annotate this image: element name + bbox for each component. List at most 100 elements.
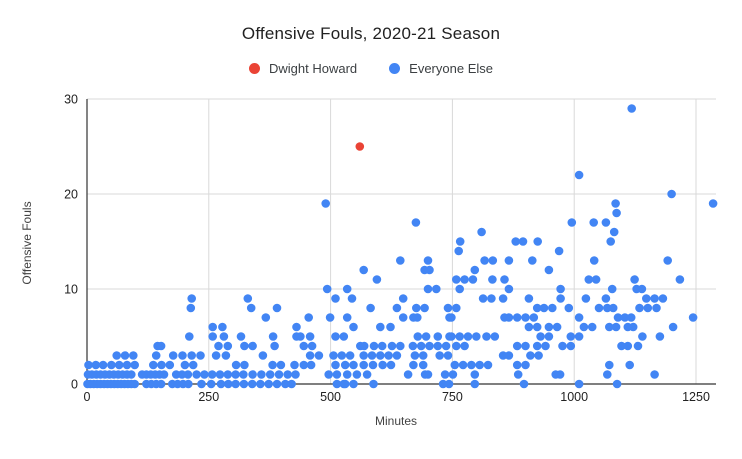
- data-point-everyone-else[interactable]: [156, 341, 166, 351]
- data-point-everyone-else[interactable]: [265, 370, 275, 379]
- data-point-everyone-else[interactable]: [107, 360, 116, 370]
- data-point-everyone-else[interactable]: [384, 351, 393, 360]
- data-point-everyone-else[interactable]: [512, 313, 522, 322]
- data-point-everyone-else[interactable]: [264, 379, 274, 389]
- data-point-everyone-else[interactable]: [418, 360, 428, 370]
- data-point-everyone-else[interactable]: [243, 294, 253, 303]
- data-point-everyone-else[interactable]: [413, 313, 422, 322]
- data-point-everyone-else[interactable]: [372, 275, 382, 284]
- data-point-everyone-else[interactable]: [368, 360, 378, 370]
- data-point-everyone-else[interactable]: [403, 370, 413, 379]
- data-point-everyone-else[interactable]: [512, 341, 522, 351]
- data-point-everyone-else[interactable]: [192, 370, 201, 379]
- data-point-everyone-else[interactable]: [240, 360, 249, 370]
- data-point-everyone-else[interactable]: [151, 351, 161, 360]
- data-point-everyone-else[interactable]: [433, 332, 443, 341]
- data-point-everyone-else[interactable]: [183, 370, 193, 379]
- data-point-everyone-else[interactable]: [532, 322, 542, 332]
- data-point-everyone-else[interactable]: [605, 322, 614, 332]
- data-point-everyone-else[interactable]: [362, 370, 372, 379]
- data-point-everyone-else[interactable]: [91, 360, 101, 370]
- data-point-everyone-else[interactable]: [305, 351, 315, 360]
- data-point-everyone-else[interactable]: [247, 379, 257, 389]
- data-point-everyone-else[interactable]: [165, 360, 175, 370]
- data-point-everyone-else[interactable]: [187, 351, 196, 360]
- data-point-everyone-else[interactable]: [296, 332, 305, 341]
- data-point-everyone-else[interactable]: [601, 294, 611, 303]
- data-point-everyone-else[interactable]: [359, 351, 369, 360]
- data-point-everyone-else[interactable]: [603, 303, 612, 313]
- data-point-everyone-else[interactable]: [533, 237, 542, 246]
- data-point-everyone-else[interactable]: [468, 275, 478, 284]
- data-point-everyone-else[interactable]: [524, 322, 534, 332]
- data-point-everyone-else[interactable]: [423, 256, 433, 265]
- data-point-everyone-else[interactable]: [633, 341, 643, 351]
- data-point-everyone-else[interactable]: [574, 313, 584, 322]
- data-point-everyone-else[interactable]: [306, 360, 316, 370]
- data-point-everyone-else[interactable]: [470, 379, 480, 389]
- data-point-everyone-else[interactable]: [532, 303, 542, 313]
- data-point-everyone-else[interactable]: [339, 332, 349, 341]
- data-point-everyone-else[interactable]: [448, 370, 458, 379]
- data-point-everyone-else[interactable]: [386, 322, 395, 332]
- data-point-everyone-else[interactable]: [325, 313, 335, 322]
- data-point-everyone-else[interactable]: [423, 284, 433, 294]
- data-point-everyone-else[interactable]: [349, 379, 358, 389]
- data-point-everyone-else[interactable]: [581, 294, 591, 303]
- data-point-everyone-else[interactable]: [628, 322, 638, 332]
- data-point-everyone-else[interactable]: [376, 322, 385, 332]
- data-point-everyone-else[interactable]: [587, 322, 597, 332]
- data-point-everyone-else[interactable]: [377, 341, 387, 351]
- data-point-everyone-else[interactable]: [332, 370, 342, 379]
- data-point-everyone-else[interactable]: [425, 341, 434, 351]
- data-point-everyone-else[interactable]: [488, 275, 497, 284]
- data-point-everyone-else[interactable]: [463, 332, 473, 341]
- data-point-everyone-else[interactable]: [221, 351, 231, 360]
- data-point-everyone-else[interactable]: [626, 313, 636, 322]
- data-point-everyone-else[interactable]: [369, 341, 379, 351]
- data-point-everyone-else[interactable]: [443, 351, 453, 360]
- data-point-everyone-else[interactable]: [635, 303, 644, 313]
- data-point-everyone-else[interactable]: [555, 370, 565, 379]
- data-point-everyone-else[interactable]: [332, 379, 342, 389]
- data-point-everyone-else[interactable]: [337, 351, 347, 360]
- data-point-everyone-else[interactable]: [488, 256, 498, 265]
- data-point-everyone-else[interactable]: [196, 351, 205, 360]
- data-point-everyone-else[interactable]: [558, 341, 567, 351]
- data-point-everyone-else[interactable]: [519, 379, 529, 389]
- data-point-everyone-else[interactable]: [223, 370, 233, 379]
- data-point-everyone-else[interactable]: [544, 265, 554, 275]
- data-point-everyone-else[interactable]: [460, 341, 469, 351]
- data-point-everyone-else[interactable]: [566, 332, 576, 341]
- data-point-everyone-else[interactable]: [224, 379, 233, 389]
- data-point-everyone-else[interactable]: [584, 275, 594, 284]
- data-point-everyone-else[interactable]: [314, 351, 324, 360]
- data-point-everyone-else[interactable]: [378, 360, 388, 370]
- data-point-everyone-else[interactable]: [268, 332, 278, 341]
- data-point-everyone-else[interactable]: [708, 199, 718, 208]
- data-point-everyone-else[interactable]: [114, 360, 124, 370]
- data-point-everyone-else[interactable]: [541, 341, 550, 351]
- data-point-everyone-else[interactable]: [268, 360, 277, 370]
- data-point-everyone-else[interactable]: [290, 360, 299, 370]
- data-point-everyone-else[interactable]: [612, 379, 622, 389]
- data-point-everyone-else[interactable]: [521, 360, 530, 370]
- data-point-everyone-else[interactable]: [574, 332, 584, 341]
- data-point-everyone-else[interactable]: [470, 265, 480, 275]
- data-point-everyone-else[interactable]: [668, 322, 678, 332]
- data-point-everyone-else[interactable]: [331, 360, 340, 370]
- data-point-everyone-else[interactable]: [421, 332, 431, 341]
- data-point-everyone-else[interactable]: [512, 360, 522, 370]
- data-point-everyone-else[interactable]: [652, 303, 661, 313]
- data-point-everyone-else[interactable]: [127, 370, 136, 379]
- data-point-everyone-else[interactable]: [187, 294, 196, 303]
- data-point-everyone-else[interactable]: [211, 351, 221, 360]
- data-point-everyone-else[interactable]: [643, 303, 653, 313]
- data-point-everyone-else[interactable]: [398, 313, 408, 322]
- data-point-everyone-else[interactable]: [532, 341, 542, 351]
- data-point-everyone-else[interactable]: [630, 275, 639, 284]
- data-point-everyone-else[interactable]: [342, 313, 352, 322]
- data-point-everyone-else[interactable]: [299, 360, 309, 370]
- data-point-everyone-else[interactable]: [601, 218, 611, 227]
- data-point-everyone-else[interactable]: [157, 360, 166, 370]
